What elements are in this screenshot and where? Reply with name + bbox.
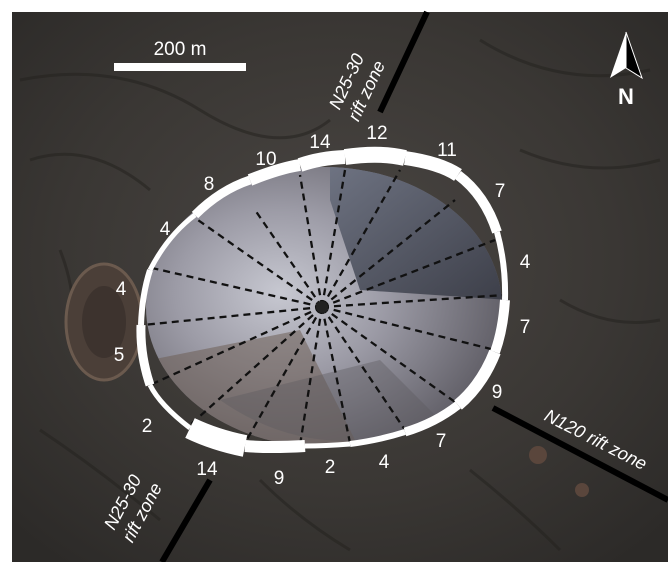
rift-line-north bbox=[377, 10, 430, 114]
sector-ray bbox=[194, 217, 323, 308]
sector-number: 14 bbox=[196, 459, 218, 480]
sector-ray bbox=[321, 306, 406, 431]
sector-lines bbox=[142, 169, 506, 446]
crater-center bbox=[316, 301, 328, 313]
sector-number: 11 bbox=[437, 140, 457, 161]
sector-number: 5 bbox=[114, 345, 125, 366]
small-cone bbox=[529, 446, 547, 464]
terrain-texture bbox=[19, 38, 661, 552]
rift-line-southwest bbox=[159, 478, 213, 562]
north-arrow-icon bbox=[610, 31, 643, 80]
crater-s-dark bbox=[220, 360, 440, 441]
rift-line-east bbox=[491, 405, 668, 503]
sector-ray bbox=[149, 305, 323, 387]
sector-number: 2 bbox=[142, 416, 153, 437]
sector-ray bbox=[321, 238, 496, 309]
sector-ray bbox=[321, 293, 506, 309]
north-label: N bbox=[618, 84, 634, 109]
sector-ray bbox=[298, 174, 324, 308]
scale-bar bbox=[114, 63, 246, 71]
sector-number: 4 bbox=[520, 252, 531, 273]
sector-ray bbox=[243, 306, 324, 444]
sector-number: 7 bbox=[436, 431, 447, 452]
sector-ray bbox=[151, 266, 323, 309]
sector-number: 10 bbox=[255, 149, 276, 170]
sector-number: 14 bbox=[309, 132, 331, 153]
secondary-cone-center bbox=[82, 286, 126, 358]
sector-ray bbox=[321, 306, 456, 403]
sector-ray bbox=[321, 305, 496, 352]
sector-number: 9 bbox=[492, 382, 503, 403]
sector-number: 12 bbox=[366, 123, 387, 144]
sector-number: 4 bbox=[116, 279, 127, 300]
sector-ray bbox=[142, 305, 323, 327]
sector-number: 2 bbox=[325, 457, 336, 478]
small-cone bbox=[575, 483, 589, 497]
sector-ray bbox=[321, 199, 456, 308]
sector-number: 4 bbox=[379, 452, 390, 473]
crater-rim bbox=[136, 146, 510, 457]
sector-ray bbox=[321, 169, 401, 308]
sector-number: 7 bbox=[520, 317, 531, 338]
crater-sw-dark bbox=[150, 330, 360, 447]
sector-number: 9 bbox=[274, 468, 285, 489]
sector-number: 8 bbox=[204, 174, 215, 195]
sector-number: 7 bbox=[495, 181, 506, 202]
sector-number: 4 bbox=[160, 219, 171, 240]
sector-ray bbox=[254, 209, 323, 308]
scale-bar-label: 200 m bbox=[154, 39, 207, 60]
sector-ray bbox=[189, 306, 323, 426]
